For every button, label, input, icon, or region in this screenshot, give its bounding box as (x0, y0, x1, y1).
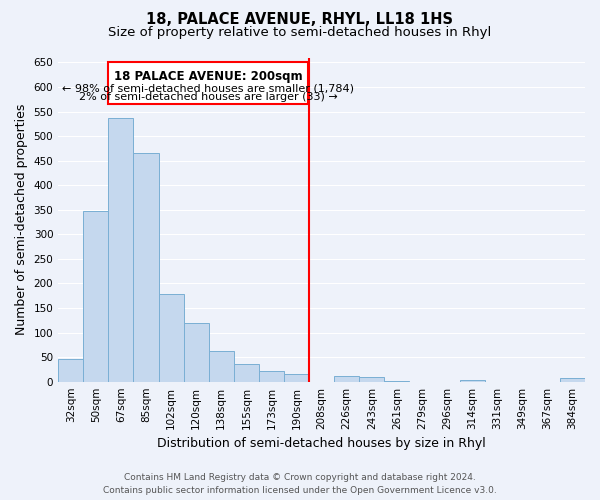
Y-axis label: Number of semi-detached properties: Number of semi-detached properties (15, 104, 28, 336)
Bar (184, 323, 209, 382)
Text: 2% of semi-detached houses are larger (33) →: 2% of semi-detached houses are larger (3… (79, 92, 337, 102)
Bar (58, 359, 83, 382)
Bar (460, 380, 485, 382)
Text: 18 PALACE AVENUE: 200sqm: 18 PALACE AVENUE: 200sqm (114, 70, 302, 83)
Text: 18, PALACE AVENUE, RHYL, LL18 1HS: 18, PALACE AVENUE, RHYL, LL18 1HS (146, 12, 454, 28)
Bar (334, 376, 359, 382)
Text: Size of property relative to semi-detached houses in Rhyl: Size of property relative to semi-detach… (109, 26, 491, 39)
Bar (359, 377, 385, 382)
X-axis label: Distribution of semi-detached houses by size in Rhyl: Distribution of semi-detached houses by … (157, 437, 486, 450)
Bar (158, 294, 184, 382)
Bar (259, 371, 284, 382)
Bar (560, 378, 585, 382)
Bar (109, 62, 308, 104)
Bar (83, 210, 109, 382)
Bar (109, 118, 133, 382)
Text: Contains HM Land Registry data © Crown copyright and database right 2024.
Contai: Contains HM Land Registry data © Crown c… (103, 474, 497, 495)
Bar (133, 153, 158, 382)
Text: ← 98% of semi-detached houses are smaller (1,784): ← 98% of semi-detached houses are smalle… (62, 84, 354, 94)
Bar (209, 351, 234, 382)
Bar (234, 364, 259, 382)
Bar (284, 374, 309, 382)
